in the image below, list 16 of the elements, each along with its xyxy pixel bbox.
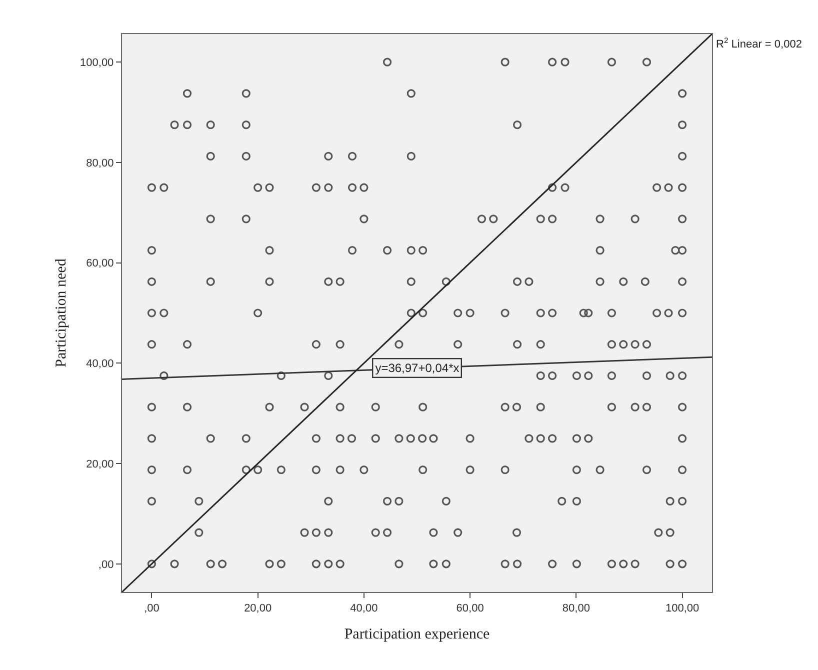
y-tick-label: 20,00	[86, 458, 114, 470]
text: R$^{2}$ Linear = 0,002	[716, 36, 802, 51]
annotation: y=36,97+0,04*x	[375, 361, 460, 376]
x-axis-title: Participation experience	[344, 626, 490, 642]
y-tick-label: 60,00	[86, 258, 114, 270]
x-tick-label: 20,00	[244, 602, 272, 614]
x-tick-label: 80,00	[562, 602, 590, 614]
y-tick-label: 80,00	[86, 157, 114, 170]
y-tick-label: 100,00	[80, 56, 114, 69]
x-tick-label: 60,00	[456, 602, 484, 614]
x-tick-label: 100,00	[665, 602, 700, 614]
x-tick-label: ,00	[144, 602, 160, 614]
y-tick-label: ,00	[98, 558, 114, 571]
y-tick-label: 40,00	[86, 358, 114, 370]
y-axis-title: Participation need	[53, 258, 70, 368]
x-tick-label: 40,00	[350, 602, 378, 614]
